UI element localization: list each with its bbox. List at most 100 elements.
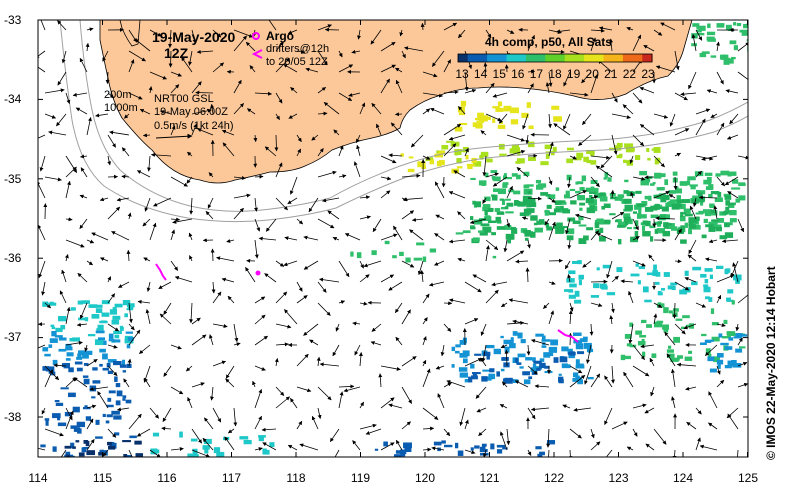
current-vector: [91, 232, 109, 241]
current-vector: [254, 296, 266, 304]
sst-pixel: [692, 266, 702, 271]
sst-pixel: [438, 160, 445, 166]
sst-pixel: [51, 327, 56, 330]
sst-pixel: [524, 237, 529, 241]
sst-pixel: [258, 436, 264, 442]
x-tick-label: 123: [608, 471, 628, 485]
sst-pixel: [190, 438, 198, 442]
sst-pixel: [114, 376, 118, 382]
current-vector: [390, 122, 403, 136]
sst-pixel: [635, 330, 642, 335]
current-vector: [674, 281, 690, 291]
sst-pixel: [49, 338, 58, 343]
current-vector: [191, 428, 203, 444]
current-vector: [317, 24, 332, 31]
current-vector: [525, 134, 530, 145]
y-tick-label: -38: [4, 410, 22, 424]
colorbar-segment: [464, 54, 469, 62]
current-vector: [699, 444, 718, 451]
colorbar-segment: [535, 54, 540, 62]
sst-pixel: [107, 441, 112, 446]
sst-pixel: [576, 181, 584, 185]
sst-pixel: [727, 360, 734, 367]
sst-pixel: [530, 202, 537, 208]
sst-pixel: [646, 324, 653, 328]
sst-pixel: [624, 333, 632, 339]
current-vector: [422, 407, 439, 420]
current-vector: [534, 384, 550, 389]
sst-pixel: [644, 206, 654, 212]
colorbar-segment: [574, 54, 579, 62]
sst-pixel: [541, 345, 547, 348]
current-vector: [443, 428, 451, 437]
current-vector: [202, 437, 214, 451]
sst-pixel: [593, 283, 600, 289]
current-vector: [448, 134, 466, 141]
sst-pixel: [691, 33, 698, 39]
sst-pixel: [709, 368, 717, 373]
sst-pixel: [566, 278, 575, 283]
sst-pixel: [570, 200, 577, 205]
current-vector: [506, 428, 511, 446]
sst-pixel: [455, 232, 464, 235]
sst-pixel: [735, 333, 743, 337]
current-vector: [434, 260, 445, 266]
colorbar-segment: [458, 54, 462, 62]
current-vector: [142, 218, 151, 227]
sst-pixel: [51, 330, 57, 337]
sst-pixel: [544, 209, 549, 216]
colorbar-segment: [558, 54, 563, 62]
sst-pixel: [458, 367, 468, 372]
sst-pixel: [472, 122, 478, 127]
sst-pixel: [488, 373, 493, 380]
sst-pixel: [441, 144, 449, 150]
current-vector: [590, 155, 611, 160]
current-vector: [163, 302, 172, 315]
sst-pixel: [433, 441, 442, 446]
sst-pixel: [84, 405, 88, 410]
current-vector: [479, 357, 487, 367]
current-vector: [107, 365, 118, 376]
current-vector: [482, 155, 487, 177]
sst-pixel: [572, 220, 581, 224]
sst-pixel: [684, 222, 689, 228]
current-vector: [727, 191, 739, 199]
current-vector: [319, 277, 340, 283]
axis-ticks: [37, 19, 748, 457]
sst-pixel: [666, 353, 675, 358]
sst-pixel: [646, 272, 654, 276]
sst-pixel: [729, 40, 737, 45]
current-vector: [485, 172, 499, 178]
sst-pixel: [654, 281, 660, 285]
current-vector: [440, 344, 445, 357]
sst-pixel: [493, 176, 501, 182]
colorbar-segment: [503, 54, 508, 62]
sst-pixel: [716, 359, 724, 365]
current-vector: [388, 403, 403, 409]
sst-pixel: [482, 204, 491, 210]
current-vector: [161, 426, 172, 431]
sst-pixel: [717, 191, 722, 198]
sst-pixel: [738, 182, 746, 187]
sst-pixel: [667, 285, 674, 290]
colorbar-segment: [626, 54, 630, 62]
sst-pixel: [606, 292, 616, 296]
current-vector: [275, 197, 288, 211]
sst-pixel: [720, 342, 729, 346]
x-tick-label: 124: [673, 471, 693, 485]
current-vector: [274, 134, 279, 152]
current-vector: [44, 428, 64, 437]
sst-pixel: [467, 165, 473, 170]
sst-pixel: [108, 390, 116, 394]
sst-pixel: [701, 333, 707, 337]
sst-pixel: [746, 39, 748, 42]
sst-pixel: [718, 333, 723, 338]
current-vector: [431, 446, 445, 451]
current-vector: [684, 277, 697, 283]
sst-pixel: [454, 149, 462, 155]
sst-pixel: [579, 187, 585, 191]
sst-pixel: [498, 143, 505, 150]
sst-pixel: [589, 205, 596, 209]
sst-pixel: [537, 453, 543, 457]
current-vector: [632, 134, 645, 147]
